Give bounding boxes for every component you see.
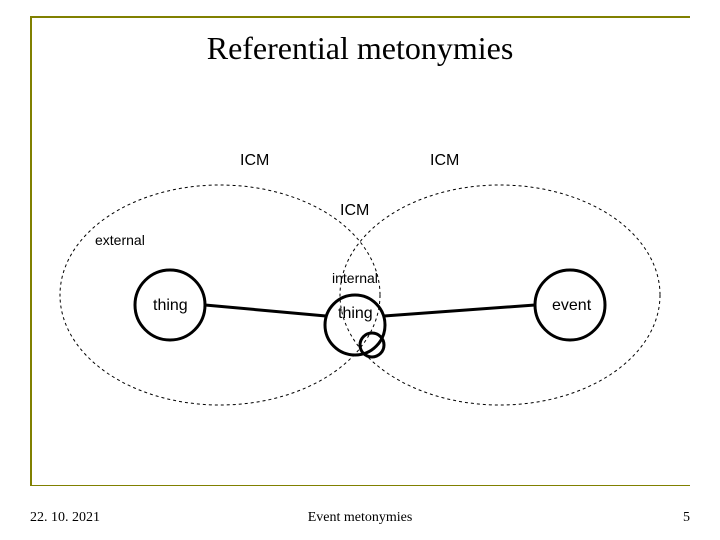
circle-thing-center xyxy=(325,295,385,355)
ellipse-right xyxy=(340,185,660,405)
ellipse-left xyxy=(60,185,380,405)
label-external: external xyxy=(95,232,145,248)
diagram-svg: ICM ICM ICM external internal thing thin… xyxy=(0,0,720,540)
label-thing-center: thing xyxy=(338,305,373,322)
label-thing-left: thing xyxy=(153,297,188,314)
connector-left xyxy=(205,305,326,316)
connector-right xyxy=(384,305,535,316)
label-internal: internal xyxy=(332,270,378,286)
circle-thing-center-inner xyxy=(360,333,384,357)
label-icm-right: ICM xyxy=(430,152,459,169)
slide: Referential metonymies ICM ICM ICM exter… xyxy=(0,0,720,540)
label-icm-left: ICM xyxy=(240,152,269,169)
label-icm-center: ICM xyxy=(340,202,369,219)
label-event: event xyxy=(552,297,592,314)
footer-title: Event metonymies xyxy=(0,510,720,526)
footer-page: 5 xyxy=(683,510,690,526)
